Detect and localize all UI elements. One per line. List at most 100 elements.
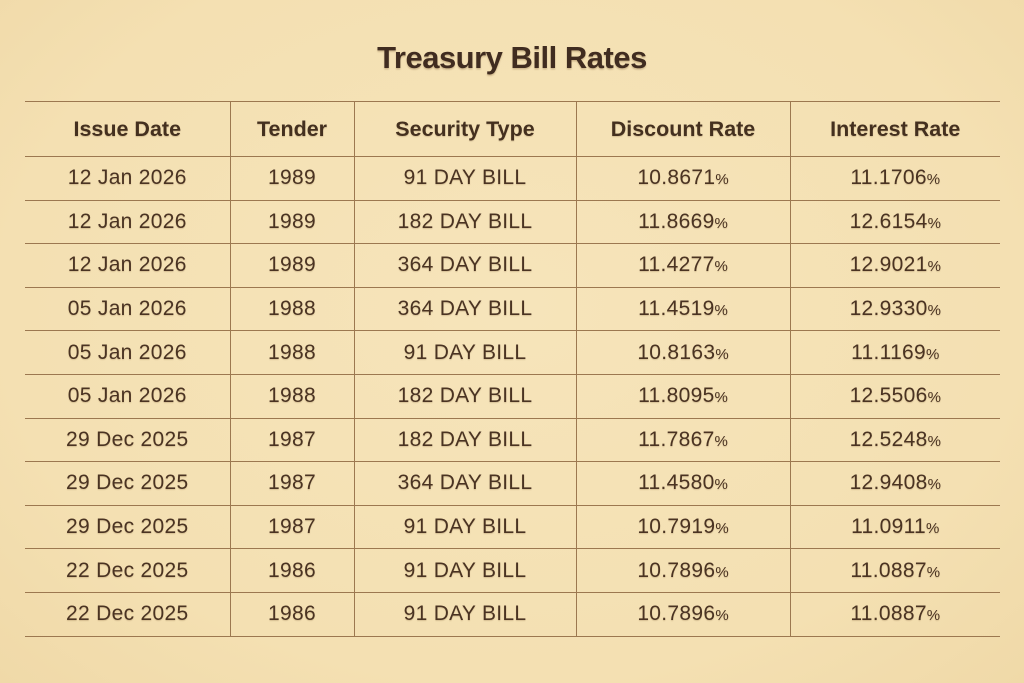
tender-cell: 1986: [230, 591, 355, 637]
rate-value: 11.8095: [638, 384, 715, 408]
tender-cell: 1989: [230, 199, 355, 244]
discount-rate-cell: 11.7867%: [576, 417, 791, 462]
column-header-security-type: Security Type: [354, 101, 577, 157]
discount-rate-cell: 11.8095%: [576, 373, 791, 419]
interest-rate-cell: 12.5506%: [790, 373, 1000, 419]
rate-value: 11.1169: [851, 340, 927, 364]
rate-value: 11.8669: [638, 209, 715, 233]
rate-value: 10.8671: [637, 166, 716, 190]
percent-sign: %: [715, 520, 729, 538]
tender-cell: 1986: [230, 548, 355, 593]
rate-value: 10.7896: [637, 558, 716, 582]
tender-cell: 1988: [230, 373, 355, 419]
tender-cell: 1988: [230, 330, 355, 375]
issue-date-cell: 12 Jan 2026: [25, 156, 231, 201]
interest-rate-cell: 11.0911%: [790, 504, 1000, 549]
discount-rate-cell: 11.4580%: [576, 461, 791, 506]
discount-rate-cell: 11.8669%: [576, 199, 791, 244]
tender-cell: 1988: [230, 286, 355, 331]
table-header: Issue Date Tender Security Type Discount…: [25, 101, 1000, 157]
percent-sign: %: [715, 171, 729, 189]
security-type-cell: 364 DAY BILL: [354, 461, 577, 506]
discount-rate-cell: 10.7896%: [576, 548, 791, 593]
rate-value: 11.4519: [638, 297, 715, 321]
discount-rate-cell: 11.4277%: [576, 243, 791, 288]
table-row: 29 Dec 2025 1987 182 DAY BILL 11.7867% 12.52…: [25, 417, 1000, 462]
security-type-cell: 364 DAY BILL: [354, 243, 577, 288]
rate-value: 12.6154: [849, 209, 928, 233]
column-header-tender: Tender: [230, 101, 355, 157]
rate-value: 10.7919: [637, 515, 716, 539]
table-row: 29 Dec 2025 1987 364 DAY BILL 11.4580% 12.94…: [25, 461, 1000, 506]
percent-sign: %: [714, 258, 728, 276]
column-header-discount-rate: Discount Rate: [576, 101, 791, 157]
rate-value: 12.5506: [849, 384, 928, 408]
table-row: 05 Jan 2026 1988 364 DAY BILL 11.4519% 12.93…: [25, 286, 1000, 331]
percent-sign: %: [926, 563, 941, 581]
table-row: 12 Jan 2026 1989 91 DAY BILL 10.8671% 11.170…: [25, 156, 1000, 201]
rate-value: 11.1706: [850, 166, 927, 190]
rate-value: 12.9330: [849, 297, 928, 321]
security-type-cell: 182 DAY BILL: [354, 373, 577, 419]
security-type-cell: 91 DAY BILL: [354, 156, 577, 201]
percent-sign: %: [926, 171, 941, 189]
tender-cell: 1987: [230, 461, 355, 506]
percent-sign: %: [927, 476, 941, 494]
rate-value: 12.5248: [849, 427, 928, 451]
table-row: 12 Jan 2026 1989 364 DAY BILL 11.4277% 12.90…: [25, 243, 1000, 288]
percent-sign: %: [714, 389, 728, 407]
percent-sign: %: [715, 563, 729, 581]
percent-sign: %: [927, 432, 941, 450]
percent-sign: %: [927, 302, 941, 320]
table-body: 12 Jan 2026 1989 91 DAY BILL 10.8671% 11.170…: [25, 156, 1000, 637]
security-type-cell: 182 DAY BILL: [354, 199, 577, 244]
discount-rate-cell: 10.8163%: [576, 330, 791, 375]
rate-value: 10.8163: [637, 340, 716, 364]
percent-sign: %: [926, 607, 941, 625]
interest-rate-cell: 12.9021%: [790, 243, 1000, 288]
issue-date-cell: 05 Jan 2026: [25, 330, 231, 375]
tender-cell: 1989: [230, 156, 355, 201]
interest-rate-cell: 12.9408%: [790, 461, 1000, 506]
percent-sign: %: [926, 520, 940, 538]
percent-sign: %: [714, 476, 728, 494]
interest-rate-cell: 11.1706%: [790, 156, 1000, 201]
security-type-cell: 364 DAY BILL: [354, 286, 577, 331]
security-type-cell: 91 DAY BILL: [354, 591, 577, 637]
issue-date-cell: 05 Jan 2026: [25, 286, 231, 331]
security-type-cell: 182 DAY BILL: [354, 417, 577, 462]
table-row: 05 Jan 2026 1988 182 DAY BILL 11.8095% 12.55…: [25, 373, 1000, 419]
issue-date-cell: 29 Dec 2025: [25, 417, 231, 462]
percent-sign: %: [927, 258, 941, 276]
table-row: 29 Dec 2025 1987 91 DAY BILL 10.7919% 11.091…: [25, 504, 1000, 549]
percent-sign: %: [927, 214, 941, 232]
table-row: 22 Dec 2025 1986 91 DAY BILL 10.7896% 11.088…: [25, 591, 1000, 637]
issue-date-cell: 12 Jan 2026: [25, 199, 231, 244]
tender-cell: 1987: [230, 504, 355, 549]
discount-rate-cell: 11.4519%: [576, 286, 791, 331]
interest-rate-cell: 12.6154%: [790, 199, 1000, 244]
percent-sign: %: [714, 214, 728, 232]
interest-rate-cell: 11.1169%: [790, 330, 1000, 375]
percent-sign: %: [926, 345, 940, 363]
issue-date-cell: 05 Jan 2026: [25, 373, 231, 419]
rate-value: 11.0887: [850, 602, 927, 626]
interest-rate-cell: 11.0887%: [790, 548, 1000, 593]
percent-sign: %: [714, 432, 728, 450]
interest-rate-cell: 12.5248%: [790, 417, 1000, 462]
percent-sign: %: [714, 302, 728, 320]
issue-date-cell: 29 Dec 2025: [25, 461, 231, 506]
rate-value: 11.0887: [850, 558, 927, 582]
header-row: Issue Date Tender Security Type Discount…: [25, 101, 1000, 157]
rate-value: 12.9408: [849, 471, 928, 495]
rate-value: 12.9021: [849, 253, 928, 277]
issue-date-cell: 12 Jan 2026: [25, 243, 231, 288]
discount-rate-cell: 10.8671%: [576, 156, 791, 201]
rate-value: 10.7896: [637, 602, 716, 626]
percent-sign: %: [715, 607, 729, 625]
tender-cell: 1987: [230, 417, 355, 462]
security-type-cell: 91 DAY BILL: [354, 330, 577, 375]
column-header-issue-date: Issue Date: [25, 101, 231, 157]
issue-date-cell: 29 Dec 2025: [25, 504, 231, 549]
